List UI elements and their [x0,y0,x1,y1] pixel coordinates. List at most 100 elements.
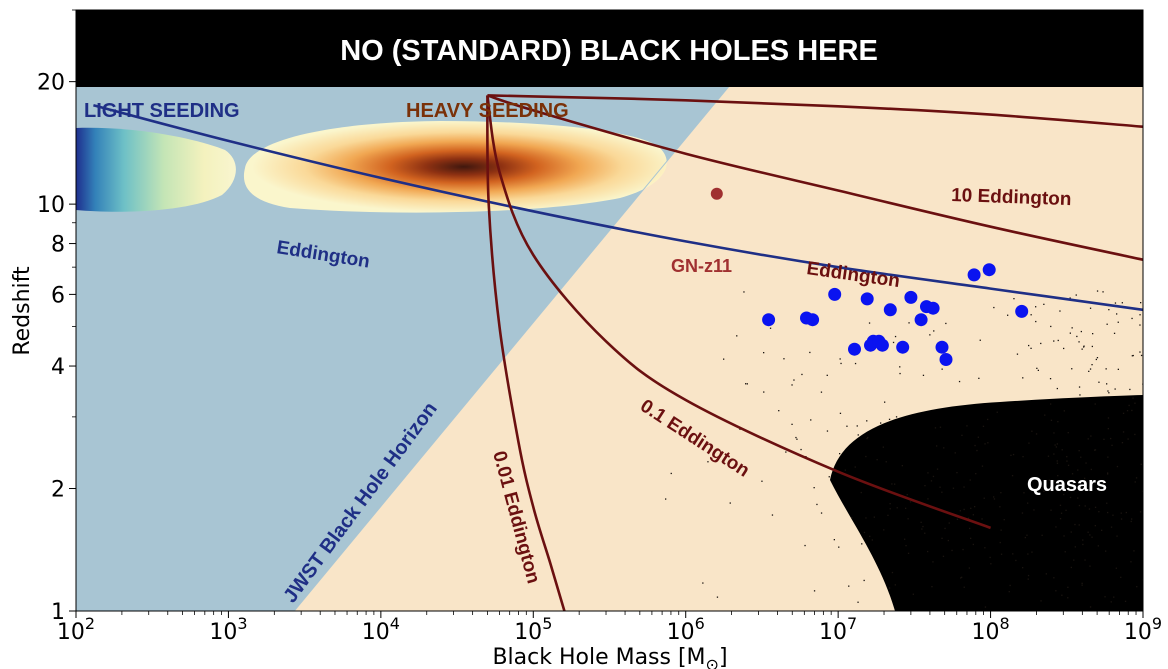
quasar-dot [972,543,974,546]
quasar-dot [930,480,933,482]
quasar-dot [665,498,667,500]
quasar-dot [1087,438,1089,440]
quasar-dot [939,426,942,428]
quasar-dot [1057,421,1059,423]
quasar-dot [889,508,891,510]
quasar-dot [1070,531,1072,533]
quasar-dot [839,358,841,360]
quasar-dot [1117,321,1119,323]
quasar-dot [978,377,980,379]
quasar-dot [1030,314,1032,316]
quasar-dot [932,561,934,563]
quasar-dot [846,425,848,427]
quasar-dot [1037,369,1039,371]
quasar-dot [1040,342,1042,345]
jwst-point [926,301,940,315]
quasar-dot [729,502,731,504]
quasar-dot [1140,302,1142,304]
quasar-dot [927,550,929,553]
gn-z11-label: GN-z11 [671,256,732,276]
quasar-dot [1026,534,1028,536]
quasar-dot [763,391,765,393]
quasar-dot [993,498,996,500]
quasar-dot [1094,449,1096,451]
quasar-dot [1085,462,1087,464]
quasar-dot [743,291,745,293]
quasar-dot [813,590,816,592]
quasar-dot [1069,332,1071,334]
quasar-dot [791,423,793,425]
quasars-label: Quasars [1027,474,1107,496]
quasar-dot [885,461,887,463]
quasar-dot [1116,535,1118,537]
quasar-dot [972,514,974,516]
jwst-point [939,353,953,366]
quasar-dot [947,539,949,542]
quasar-dot [1050,419,1053,421]
quasar-dot [1078,341,1080,343]
quasar-dot [826,374,828,376]
quasar-dot [889,503,891,505]
quasar-dot [813,487,815,489]
quasar-dot [769,327,772,329]
quasar-dot [921,528,923,530]
quasar-dot [1047,455,1050,457]
x-tick-label: 105 [514,614,552,645]
quasar-dot [984,606,987,608]
quasar-dot [778,410,780,412]
quasar-dot [954,452,956,454]
quasar-dot [670,472,672,475]
quasar-dot [891,571,894,574]
quasar-dot [1056,443,1058,445]
quasar-dot [1081,582,1083,584]
quasar-dot [793,379,795,381]
quasar-dot [1128,404,1130,407]
quasar-dot [981,465,984,467]
quasar-dot [1016,353,1019,355]
quasar-dot [884,401,886,403]
quasar-dot [1113,596,1115,598]
quasar-dot [1077,469,1079,471]
quasar-dot [951,549,953,552]
quasar-dot [974,444,976,447]
quasar-dot [1107,472,1109,474]
quasar-dot [800,448,802,451]
quasar-dot [795,436,797,439]
quasar-dot [1094,525,1096,527]
quasar-dot [977,436,979,438]
quasar-dot [1077,497,1079,499]
quasar-dot [959,510,961,512]
quasar-dot [1105,368,1107,370]
quasar-dot [816,503,818,506]
quasar-dot [828,476,830,478]
quasar-dot [1080,330,1082,333]
quasar-dot [844,469,846,471]
quasar-dot [1106,383,1108,385]
quasar-dot [1048,479,1050,481]
quasar-dot [723,358,725,360]
quasar-dot [1012,553,1014,555]
quasar-dot [839,412,842,414]
quasar-dot [987,418,989,421]
quasar-dot [1007,314,1009,316]
quasar-dot [1078,504,1081,507]
jwst-point [982,263,996,277]
quasar-dot [1121,442,1124,444]
quasar-dot [840,362,842,365]
quasar-dot [1030,347,1032,349]
quasar-dot [1089,606,1092,608]
quasar-dot [838,546,840,548]
track-heavy-1 [487,94,1143,128]
quasar-dot [1097,545,1099,547]
quasar-dot [856,425,858,427]
banner-text: NO (STANDARD) BLACK HOLES HERE [340,35,878,67]
quasar-dot [1104,596,1106,598]
y-tick-label: 10 [37,193,65,218]
quasar-dot [1064,551,1066,553]
quasar-dot [963,486,965,488]
quasar-dot [1000,553,1003,555]
quasar-dot [966,425,968,427]
quasar-dot [941,491,943,493]
quasar-dot [1067,464,1070,466]
quasar-dot [927,498,929,500]
